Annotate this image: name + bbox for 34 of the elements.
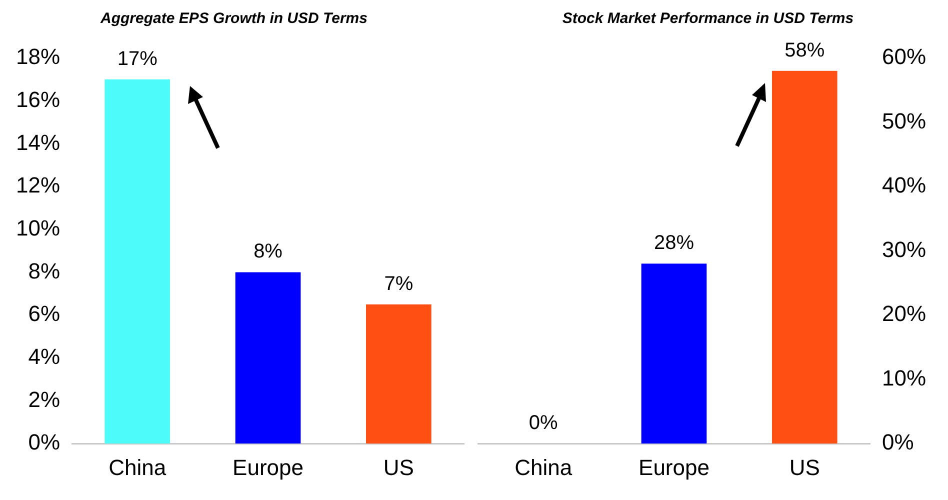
y2-tick-label: 10% xyxy=(882,365,926,390)
y-tick-label: 16% xyxy=(16,86,60,112)
y-tick-label: 6% xyxy=(28,301,60,326)
data-label: 8% xyxy=(254,240,283,263)
y-tick-label: 14% xyxy=(16,130,60,155)
x-tick-label: China xyxy=(514,454,573,480)
y2-tick-label: 0% xyxy=(882,430,914,455)
chart-title: Stock Market Performance in USD Terms xyxy=(562,10,854,28)
y-tick-label: 12% xyxy=(16,172,60,198)
y-tick-label: 0% xyxy=(28,430,60,455)
y2-tick-label: 30% xyxy=(882,236,926,262)
y-tick-label: 2% xyxy=(28,386,60,412)
y-tick-label: 10% xyxy=(16,215,60,240)
bar xyxy=(366,304,432,444)
data-label: 17% xyxy=(117,48,158,70)
bar xyxy=(104,79,170,444)
x-tick-label: US xyxy=(383,454,414,480)
data-label: 7% xyxy=(384,272,414,295)
chart-title: Aggregate EPS Growth in USD Terms xyxy=(100,10,368,28)
bar xyxy=(235,272,301,444)
data-label: 28% xyxy=(654,232,694,254)
y2-tick-label: 50% xyxy=(882,108,926,134)
data-label: 58% xyxy=(784,39,825,62)
y2-tick-label: 20% xyxy=(882,301,926,326)
y2-tick-label: 40% xyxy=(882,172,926,198)
x-tick-label: Europe xyxy=(638,454,710,480)
x-tick-label: China xyxy=(108,454,167,480)
x-tick-label: Europe xyxy=(232,454,304,480)
data-label: 0% xyxy=(528,412,558,434)
y-tick-label: 18% xyxy=(16,44,60,70)
y-tick-label: 8% xyxy=(28,258,60,284)
x-tick-label: US xyxy=(789,454,820,480)
y2-tick-label: 60% xyxy=(882,44,926,70)
y-tick-label: 4% xyxy=(28,344,60,369)
